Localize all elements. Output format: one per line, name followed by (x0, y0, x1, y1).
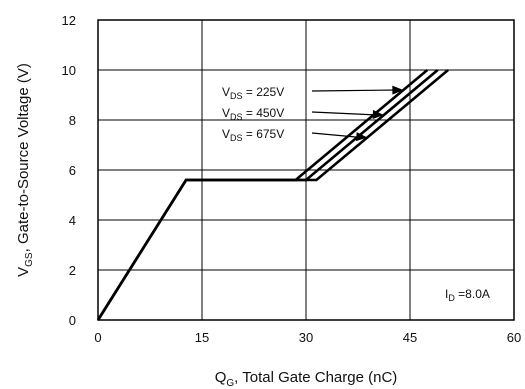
series-line-2 (96, 69, 449, 321)
legend-entry-225v: VDS = 225V (222, 85, 284, 101)
x-tick-label: 45 (403, 330, 417, 345)
x-tick-label: 0 (94, 330, 101, 345)
y-tick-label: 6 (69, 163, 76, 178)
x-tick-label: 30 (299, 330, 313, 345)
current-annotation: ID =8.0A (445, 287, 490, 303)
x-axis-label: QG, Total Gate Charge (nC) (215, 369, 398, 389)
y-tick-label: 0 (69, 313, 76, 328)
y-tick-label: 10 (62, 63, 76, 78)
y-tick-label: 8 (69, 113, 76, 128)
y-axis-label: VGS, Gate-to-Source Voltage (V) (15, 63, 35, 277)
legend-entry-675v: VDS = 675V (222, 127, 284, 143)
legend-arrowhead-1 (372, 110, 384, 120)
y-tick-label: 12 (62, 13, 76, 28)
legend-entry-450v: VDS = 450V (222, 106, 284, 122)
y-tick-label: 4 (69, 213, 76, 228)
x-tick-label: 60 (507, 330, 521, 345)
legend-arrowhead-0 (392, 85, 404, 95)
legend-arrow-0 (311, 89, 398, 92)
legend-arrow-1 (311, 111, 378, 116)
legend-arrowhead-2 (355, 132, 368, 142)
x-tick-label: 15 (195, 330, 209, 345)
y-tick-label: 2 (69, 263, 76, 278)
plot-frame (97, 19, 515, 321)
series-group (96, 69, 449, 321)
tick-labels: 0 15 30 45 60 0 2 4 6 8 10 12 (62, 13, 522, 345)
legend-arrows (311, 85, 404, 142)
legend-arrow-2 (311, 132, 362, 139)
